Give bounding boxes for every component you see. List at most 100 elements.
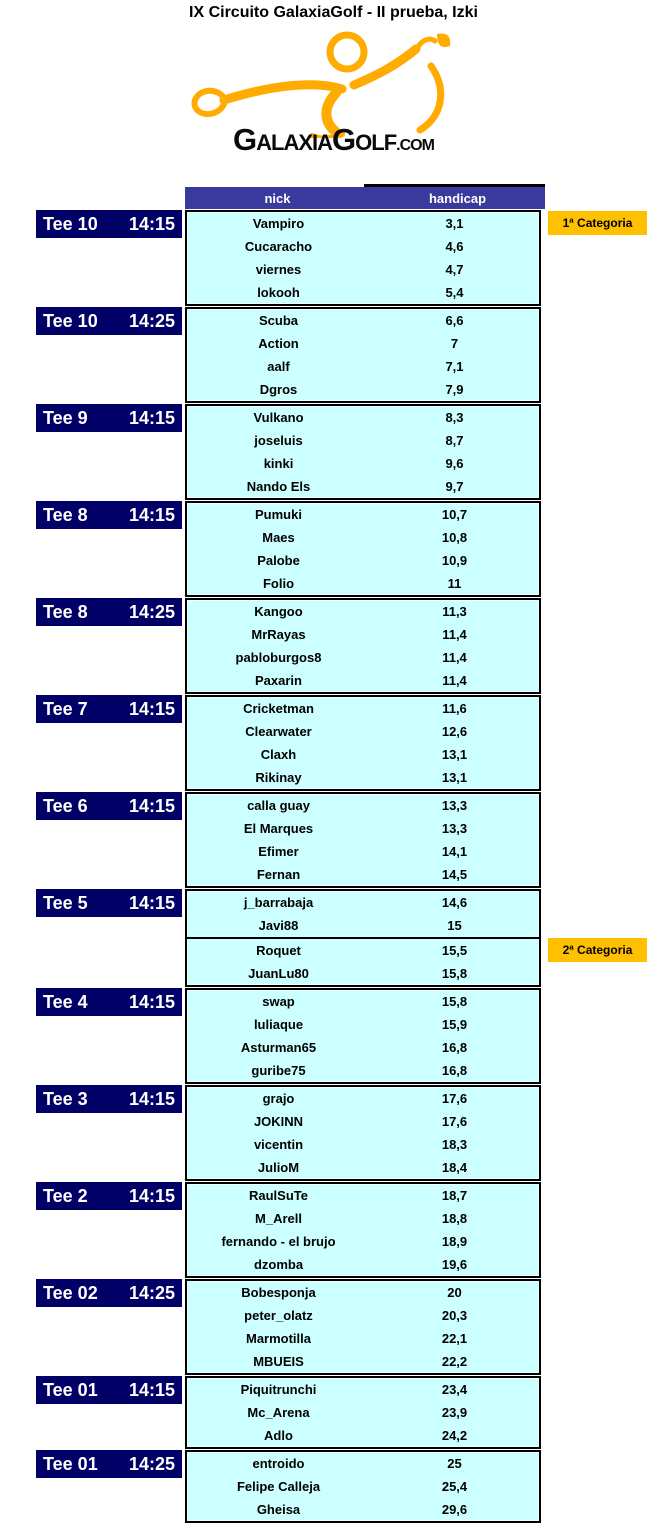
- player-handicap: 13,3: [441, 798, 468, 813]
- player-nick: calla guay: [247, 798, 310, 813]
- player-row: pabloburgos8 11,4: [187, 646, 539, 669]
- group-box: Cricketman 11,6 Clearwater 12,6 Claxh 13,1 Rik…: [185, 695, 541, 791]
- player-row: swap 15,8: [187, 990, 539, 1013]
- player-row: Adlo 24,2: [187, 1424, 539, 1447]
- player-handicap: 25,4: [441, 1479, 468, 1494]
- player-nick: Mc_Arena: [247, 1405, 310, 1420]
- tee-time: 14:15: [128, 213, 175, 234]
- group-box: Bobesponja 20 peter_olatz 20,3 Marmotilla 22,…: [185, 1279, 541, 1375]
- tee-number: Tee 8: [43, 504, 88, 525]
- tee-time-label: Tee 6 14:15: [36, 792, 182, 820]
- tee-time: 14:15: [128, 795, 175, 816]
- player-nick: Cucaracho: [244, 239, 313, 254]
- tee-time: 14:25: [128, 1282, 175, 1303]
- player-handicap: 13,3: [441, 821, 468, 836]
- player-row: aalf 7,1: [187, 355, 539, 378]
- tee-number: Tee 4: [43, 991, 88, 1012]
- player-row: peter_olatz 20,3: [187, 1304, 539, 1327]
- player-row: Vampiro 3,1: [187, 212, 539, 235]
- player-row: JuanLu80 15,8: [187, 962, 539, 985]
- player-nick: Javi88: [258, 918, 299, 933]
- player-handicap: 10,9: [441, 553, 468, 568]
- player-handicap: 16,8: [441, 1063, 468, 1078]
- player-nick: vicentin: [253, 1137, 304, 1152]
- player-nick: entroido: [252, 1456, 305, 1471]
- player-nick: Asturman65: [240, 1040, 317, 1055]
- tee-time-label: Tee 3 14:15: [36, 1085, 182, 1113]
- player-nick: Dgros: [259, 382, 298, 397]
- group-box: entroido 25 Felipe Calleja 25,4 Gheisa 29,6: [185, 1450, 541, 1523]
- player-nick: Paxarin: [255, 673, 302, 688]
- logo-letter: G: [332, 122, 356, 157]
- tee-number: Tee 5: [43, 892, 88, 913]
- player-handicap: 18,3: [441, 1137, 468, 1152]
- player-row: Clearwater 12,6: [187, 720, 539, 743]
- player-handicap: 22,1: [441, 1331, 468, 1346]
- player-handicap: 23,9: [441, 1405, 468, 1420]
- tee-time-label: Tee 9 14:15: [36, 404, 182, 432]
- player-row: Vulkano 8,3: [187, 406, 539, 429]
- player-row: calla guay 13,3: [187, 794, 539, 817]
- logo-letter: G: [233, 122, 257, 157]
- player-row: Mc_Arena 23,9: [187, 1401, 539, 1424]
- player-nick: grajo: [262, 1091, 295, 1106]
- player-handicap: 18,9: [441, 1234, 468, 1249]
- tee-number: Tee 7: [43, 698, 88, 719]
- player-handicap: 18,4: [441, 1160, 468, 1175]
- tee-number: Tee 6: [43, 795, 88, 816]
- player-nick: MrRayas: [251, 627, 306, 642]
- tee-time-label: Tee 8 14:15: [36, 501, 182, 529]
- category-badge: 1ª Categoria: [548, 211, 647, 235]
- player-row: Asturman65 16,8: [187, 1036, 539, 1059]
- group-box: Vulkano 8,3 joseluis 8,7 kinki 9,6 Nando Els 9,…: [185, 404, 541, 500]
- tee-time: 14:15: [128, 407, 175, 428]
- player-row: RaulSuTe 18,7: [187, 1184, 539, 1207]
- player-handicap: 15: [447, 918, 462, 933]
- tee-time: 14:15: [128, 698, 175, 719]
- player-handicap: 9,6: [445, 456, 464, 471]
- player-row: guribe75 16,8: [187, 1059, 539, 1082]
- tee-time: 14:15: [128, 991, 175, 1012]
- player-nick: kinki: [263, 456, 294, 471]
- player-nick: Felipe Calleja: [236, 1479, 321, 1494]
- player-nick: Marmotilla: [245, 1331, 311, 1346]
- logo-wordmark: GALAXIAGOLF.COM: [233, 122, 435, 157]
- table-header-row: nick handicap: [185, 184, 545, 209]
- logo-letters: ALAXIA: [256, 130, 333, 155]
- player-nick: El Marques: [243, 821, 314, 836]
- group-box: Scuba 6,6 Action 7 aalf 7,1 Dgros 7,9: [185, 307, 541, 403]
- player-row: JulioM 18,4: [187, 1156, 539, 1179]
- group-box: j_barrabaja 14,6 Javi88 15 Roquet 15,5 JuanLu8…: [185, 889, 541, 987]
- player-row: lokooh 5,4: [187, 281, 539, 304]
- player-row: Folio 11: [187, 572, 539, 595]
- tee-time: 14:15: [128, 1379, 175, 1400]
- player-row: Palobe 10,9: [187, 549, 539, 572]
- player-handicap: 11,3: [442, 604, 467, 619]
- player-row: j_barrabaja 14,6: [187, 891, 539, 914]
- player-nick: pabloburgos8: [235, 650, 322, 665]
- player-nick: RaulSuTe: [249, 1188, 308, 1203]
- player-handicap: 14,6: [441, 895, 468, 910]
- player-handicap: 3,1: [445, 216, 464, 231]
- player-handicap: 13,1: [441, 770, 468, 785]
- tee-group: Tee 8 14:25 Kangoo 11,3 MrRayas 11,4 pabloburg…: [36, 598, 667, 694]
- player-handicap: 14,5: [441, 867, 468, 882]
- tee-number: Tee 02: [43, 1282, 98, 1303]
- player-row: Rikinay 13,1: [187, 766, 539, 789]
- player-row: Piquitrunchi 23,4: [187, 1378, 539, 1401]
- player-nick: peter_olatz: [244, 1308, 313, 1323]
- player-handicap: 5,4: [445, 285, 464, 300]
- tee-number: Tee 9: [43, 407, 88, 428]
- player-handicap: 8,7: [445, 433, 464, 448]
- tee-groups-container: Tee 10 14:15 Vampiro 3,1 Cucaracho 4,6 viernes…: [36, 210, 667, 1523]
- player-nick: M_Arell: [255, 1211, 302, 1226]
- player-nick: Vampiro: [252, 216, 305, 231]
- player-handicap: 4,7: [445, 262, 464, 277]
- player-nick: Kangoo: [254, 604, 303, 619]
- player-row: Felipe Calleja 25,4: [187, 1475, 539, 1498]
- player-nick: Scuba: [258, 313, 298, 328]
- player-handicap: 11,6: [442, 701, 467, 716]
- player-row: grajo 17,6: [187, 1087, 539, 1110]
- player-nick: Rikinay: [255, 770, 302, 785]
- player-nick: Maes: [262, 530, 295, 545]
